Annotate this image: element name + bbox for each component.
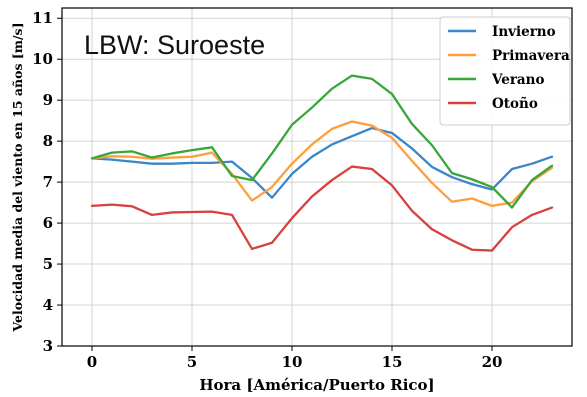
y-tick-label: 5	[43, 255, 53, 273]
series-line-otoño	[90, 165, 554, 252]
plot-frame	[61, 7, 573, 347]
y-axis-label: Velocidad media del viento en 15 años [m…	[10, 22, 25, 332]
legend-label-verano: Verano	[491, 72, 545, 88]
x-tick-label: 20	[482, 353, 503, 371]
y-tick-label: 11	[32, 9, 53, 27]
y-tick-label: 4	[43, 296, 53, 314]
y-tick-label: 7	[43, 173, 53, 191]
y-tick-label: 10	[32, 50, 53, 68]
x-tick-label: 15	[382, 353, 403, 371]
series-line-invierno	[90, 126, 554, 199]
legend-box	[439, 16, 571, 126]
x-tick-label: 10	[282, 353, 303, 371]
y-tick-label: 6	[43, 214, 53, 232]
legend-label-invierno: Invierno	[492, 24, 556, 40]
x-tick-label: 0	[87, 353, 97, 371]
y-tick-label: 8	[43, 132, 53, 150]
x-axis-label: Hora [América/Puerto Rico]	[199, 376, 434, 394]
legend-label-otoño: Otoño	[492, 96, 538, 112]
legend-label-primavera: Primavera	[492, 48, 570, 64]
chart-title: LBW: Suroeste	[84, 30, 265, 60]
series-line-primavera	[90, 120, 554, 208]
tick-layer: 3 4 5 6 7 8 9 10 11 0 5 10 15 20	[32, 9, 502, 371]
y-tick-label: 9	[43, 91, 53, 109]
series-layer	[90, 74, 554, 252]
y-tick-label: 3	[43, 337, 53, 355]
legend: Invierno Primavera Verano Otoño	[439, 16, 571, 126]
series-line-verano	[90, 74, 554, 209]
x-tick-label: 5	[187, 353, 197, 371]
